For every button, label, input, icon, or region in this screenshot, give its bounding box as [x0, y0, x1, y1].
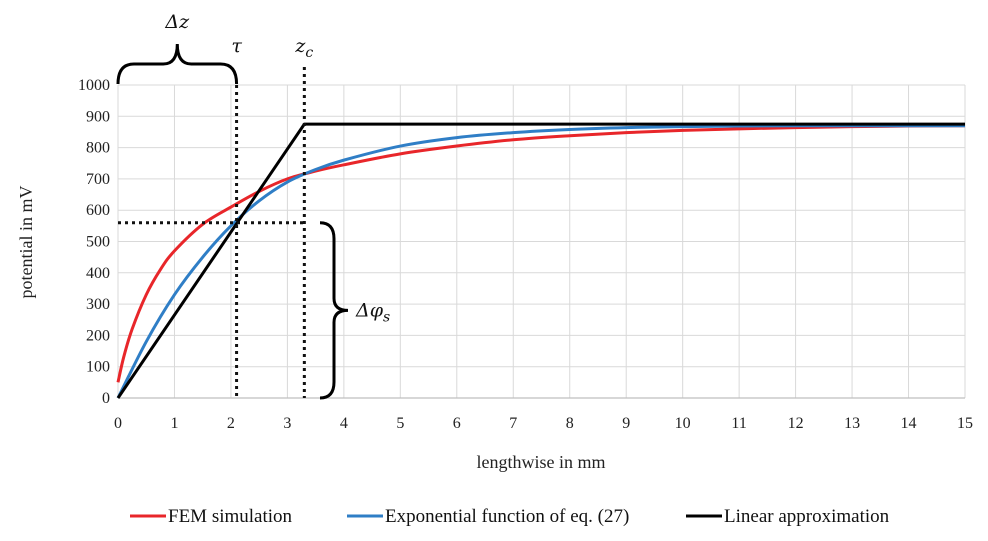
- tau-label: τ: [231, 35, 242, 57]
- x-tick-label: 12: [788, 415, 804, 432]
- x-tick-label: 15: [957, 415, 973, 432]
- x-tick-label: 8: [566, 415, 574, 432]
- y-tick-label: 0: [102, 390, 110, 407]
- x-tick-label: 14: [901, 415, 917, 432]
- series-line-linear-approximation: [116, 122, 965, 399]
- x-tick-label: 7: [509, 415, 517, 432]
- y-tick-label: 900: [86, 108, 110, 125]
- series-lines: [116, 122, 966, 399]
- delta-phi-label: Δφs: [355, 299, 390, 325]
- x-tick-label: 9: [622, 415, 630, 432]
- legend-label-exponential-function-of-eq-27: Exponential function of eq. (27): [385, 506, 629, 527]
- x-axis-title: lengthwise in mm: [477, 452, 606, 472]
- delta-z-brace: [116, 43, 239, 85]
- y-tick-label: 500: [86, 234, 110, 251]
- y-tick-label: 200: [86, 327, 110, 344]
- delta-z-label: Δz: [164, 11, 190, 33]
- legend-label-fem-simulation: FEM simulation: [168, 506, 293, 527]
- y-tick-label: 300: [86, 296, 110, 313]
- x-tick-label: 2: [227, 415, 235, 432]
- y-tick-label: 800: [86, 140, 110, 157]
- zc-label: zc: [294, 35, 313, 61]
- y-tick-label: 100: [86, 359, 110, 376]
- grid: [117, 84, 966, 399]
- x-tick-label: 11: [731, 415, 746, 432]
- y-tick-label: 700: [86, 171, 110, 188]
- y-axis-title: potential in mV: [16, 186, 36, 299]
- x-tick-label: 5: [396, 415, 404, 432]
- zc-subscript: c: [305, 45, 313, 61]
- x-tick-label: 3: [283, 415, 291, 432]
- delta-phi-subscript: s: [383, 309, 390, 325]
- y-tick-label: 600: [86, 202, 110, 219]
- legend: FEM simulation Exponential function of eq…: [130, 506, 890, 527]
- x-tick-label: 4: [340, 415, 348, 432]
- series-line-fem-simulation: [116, 124, 966, 383]
- y-tick-label: 400: [86, 265, 110, 282]
- x-tick-label: 13: [844, 415, 860, 432]
- x-tick-label: 10: [675, 415, 691, 432]
- legend-label-linear-approximation: Linear approximation: [724, 506, 890, 527]
- y-tick-label: 1000: [78, 77, 110, 94]
- series-line-exponential-function-of-eq-27: [116, 124, 965, 399]
- x-tick-label: 1: [170, 415, 178, 432]
- delta-phi-brace: [319, 221, 349, 400]
- x-tick-label: 0: [114, 415, 122, 432]
- x-tick-label: 6: [453, 415, 461, 432]
